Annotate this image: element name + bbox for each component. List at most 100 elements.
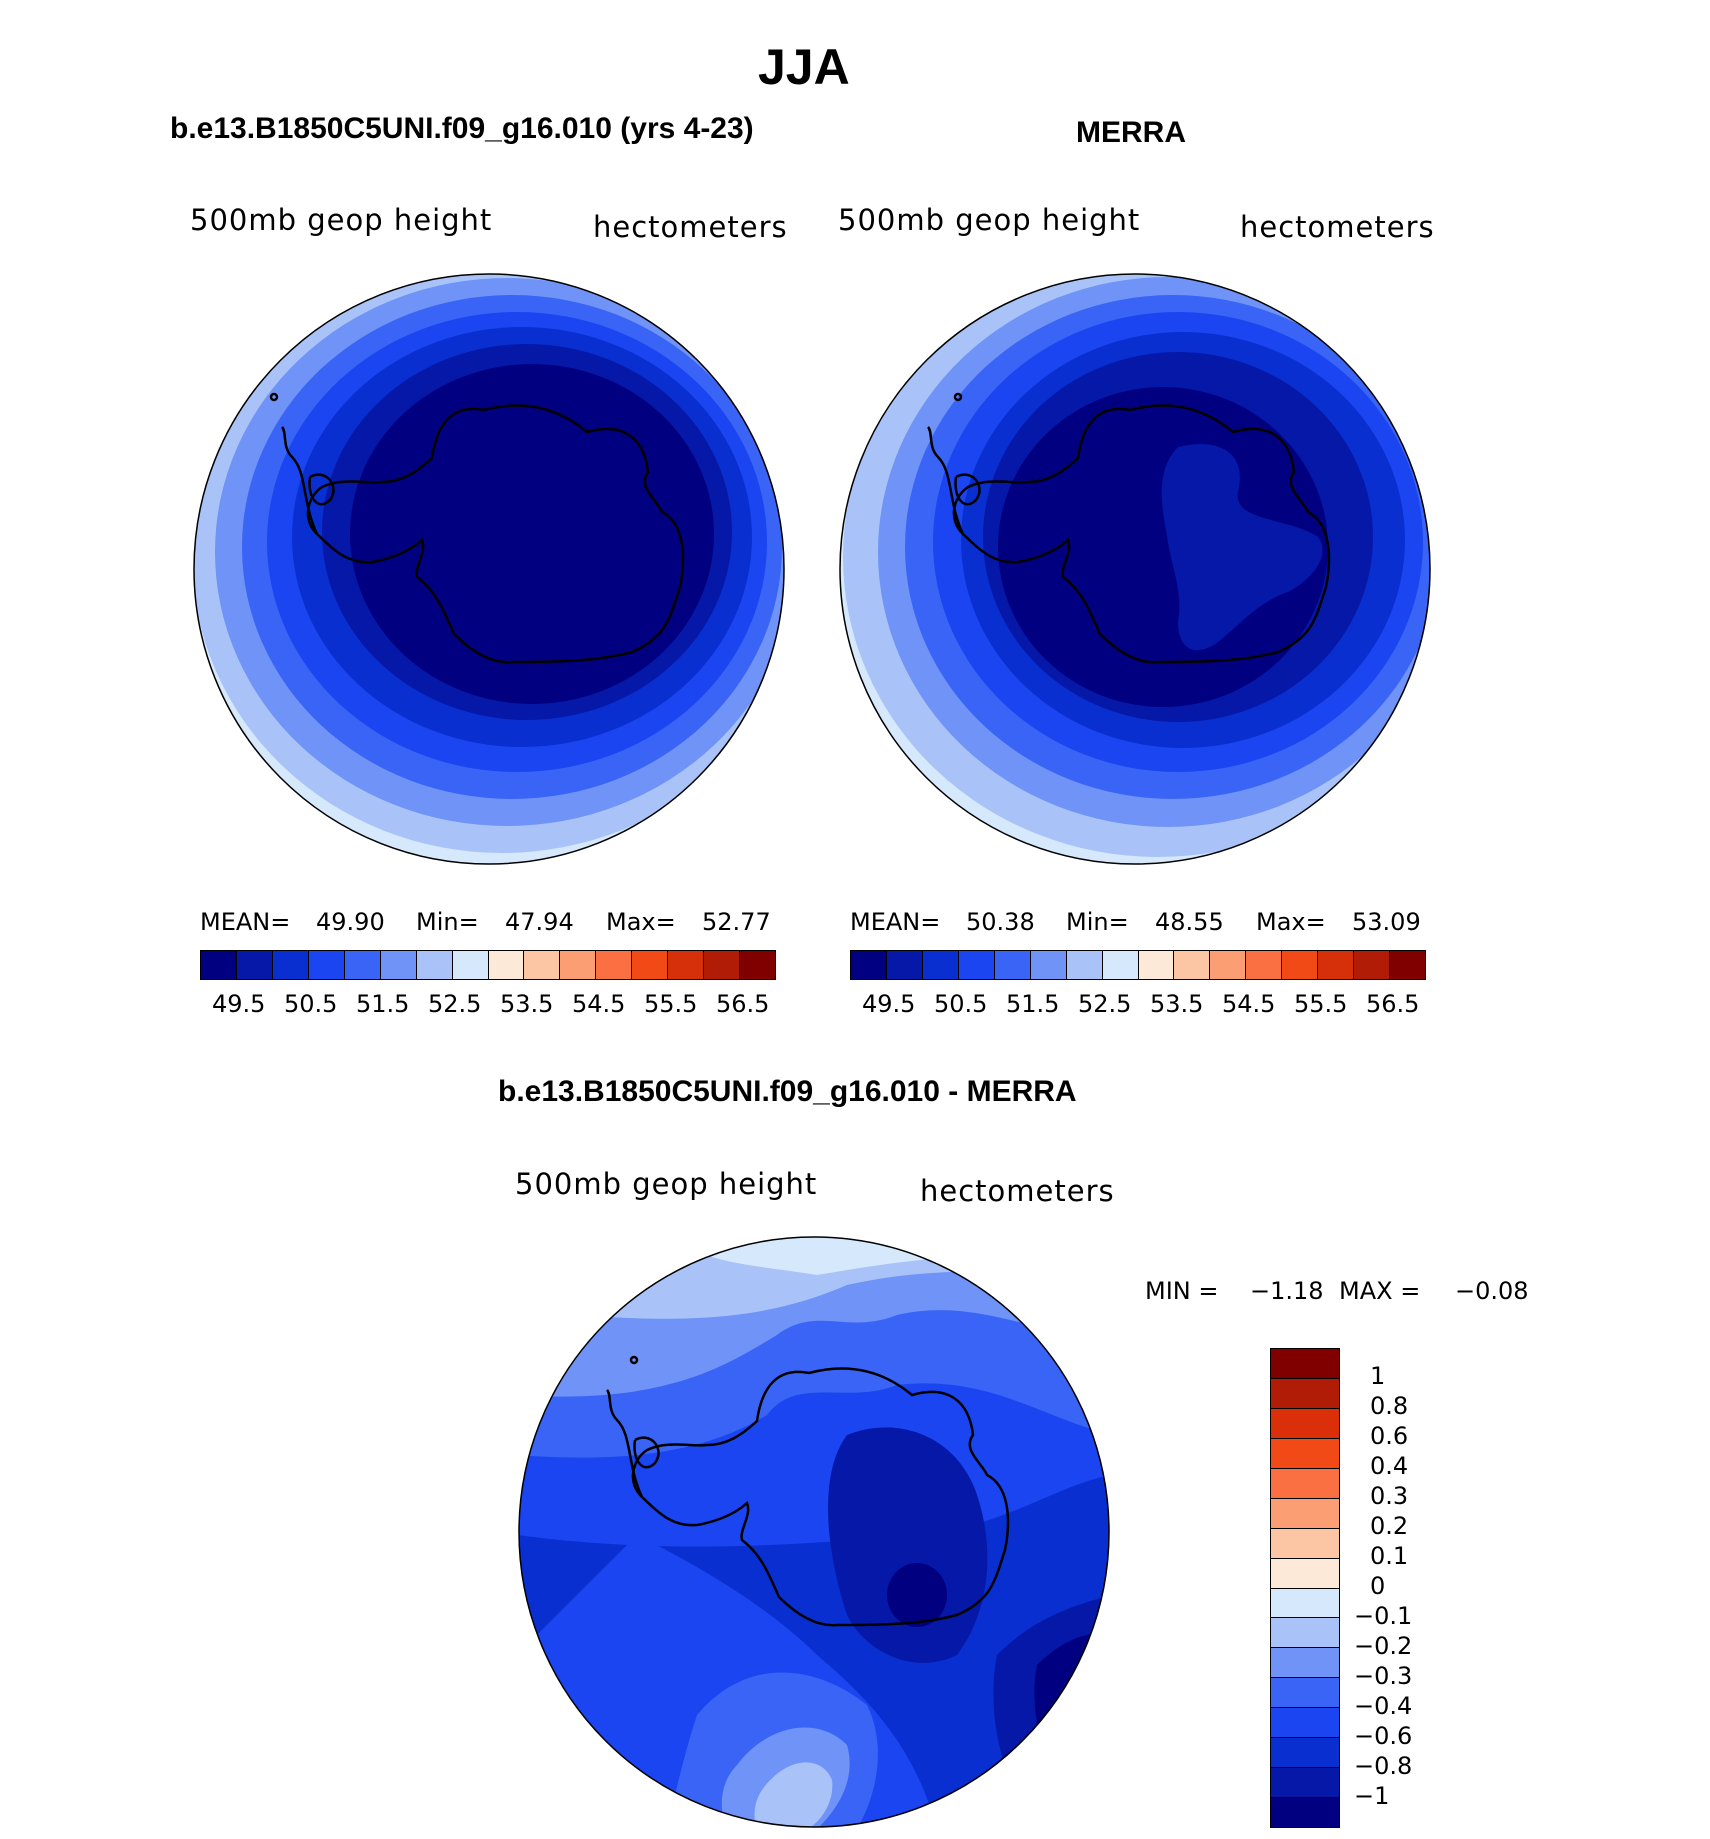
colorbar-tick-label: 0.1 (1370, 1542, 1409, 1570)
model-colorbar (200, 950, 776, 980)
colorbar-box (1271, 1468, 1339, 1499)
obs-panel-subtitle: MERRA (1076, 116, 1186, 149)
colorbar-tick-label: −0.1 (1354, 1602, 1413, 1630)
colorbar-box (668, 951, 705, 979)
colorbar-box (1210, 951, 1247, 979)
colorbar-box (1138, 951, 1175, 979)
colorbar-tick-label: 0.3 (1370, 1482, 1409, 1510)
colorbar-box (1246, 951, 1283, 979)
model-min-value: 47.94 (505, 908, 574, 936)
colorbar-tick-label: 55.5 (644, 990, 698, 1018)
colorbar-box (1271, 1438, 1339, 1469)
colorbar-tick-label: −0.8 (1354, 1752, 1413, 1780)
diff-colorbar (1270, 1348, 1340, 1828)
antarctica-coastline-icon (605, 1355, 1010, 1627)
colorbar-box (1271, 1408, 1339, 1439)
colorbar-box (1271, 1708, 1339, 1739)
diff-max-value: −0.08 (1455, 1277, 1529, 1305)
colorbar-tick-label: 52.5 (428, 990, 482, 1018)
colorbar-box (236, 951, 273, 979)
diff-units-label: hectometers (920, 1174, 1115, 1208)
colorbar-box (1271, 1678, 1339, 1709)
colorbar-tick-label: 50.5 (284, 990, 338, 1018)
colorbar-tick-label: −0.3 (1354, 1662, 1413, 1690)
diff-panel-subtitle: b.e13.B1850C5UNI.f09_g16.010 - MERRA (498, 1075, 1077, 1108)
colorbar-box (596, 951, 633, 979)
colorbar-tick-label: 52.5 (1078, 990, 1132, 1018)
diff-min-value: −1.18 (1250, 1277, 1324, 1305)
antarctica-coastline-icon (926, 392, 1331, 664)
model-min-label: Min= (416, 908, 479, 936)
colorbar-tick-label: −0.2 (1354, 1632, 1413, 1660)
colorbar-box (994, 951, 1031, 979)
colorbar-box (632, 951, 669, 979)
colorbar-box (886, 951, 923, 979)
model-max-value: 52.77 (702, 908, 771, 936)
diff-max-label: MAX = (1339, 1277, 1421, 1305)
colorbar-box (416, 951, 453, 979)
obs-map (839, 273, 1431, 865)
colorbar-box (488, 951, 525, 979)
colorbar-box (1271, 1378, 1339, 1409)
colorbar-tick-label: −0.6 (1354, 1722, 1413, 1750)
colorbar-tick-label: −1 (1354, 1782, 1390, 1810)
colorbar-box (560, 951, 597, 979)
colorbar-box (740, 951, 775, 979)
model-max-label: Max= (606, 908, 676, 936)
colorbar-box (1282, 951, 1319, 979)
obs-min-label: Min= (1066, 908, 1129, 936)
colorbar-tick-label: 1 (1370, 1362, 1386, 1390)
colorbar-box (922, 951, 959, 979)
colorbar-tick-label: 49.5 (862, 990, 916, 1018)
colorbar-box (1102, 951, 1139, 979)
colorbar-box (1318, 951, 1355, 979)
colorbar-box (1271, 1498, 1339, 1529)
colorbar-box (344, 951, 381, 979)
colorbar-tick-label: 50.5 (934, 990, 988, 1018)
antarctica-coastline-icon (269, 392, 685, 664)
colorbar-box (1390, 951, 1425, 979)
page-title: JJA (758, 39, 850, 95)
colorbar-tick-label: −0.4 (1354, 1692, 1413, 1720)
colorbar-tick-label: 0 (1370, 1572, 1386, 1600)
colorbar-tick-label: 0.6 (1370, 1422, 1409, 1450)
colorbar-box (1271, 1349, 1339, 1379)
model-field-label: 500mb geop height (190, 203, 493, 237)
colorbar-box (1271, 1648, 1339, 1679)
colorbar-box (704, 951, 741, 979)
diff-map (518, 1236, 1110, 1828)
model-panel-subtitle: b.e13.B1850C5UNI.f09_g16.010 (yrs 4-23) (170, 112, 754, 145)
obs-mean-label: MEAN= (850, 908, 941, 936)
colorbar-box (1271, 1798, 1339, 1827)
colorbar-box (380, 951, 417, 979)
colorbar-box (1271, 1588, 1339, 1619)
colorbar-box (308, 951, 345, 979)
model-mean-label: MEAN= (200, 908, 291, 936)
obs-max-value: 53.09 (1352, 908, 1421, 936)
colorbar-box (958, 951, 995, 979)
colorbar-tick-label: 0.2 (1370, 1512, 1409, 1540)
obs-units-label: hectometers (1240, 210, 1435, 244)
colorbar-tick-label: 53.5 (1150, 990, 1204, 1018)
obs-field-label: 500mb geop height (838, 203, 1141, 237)
diff-field-label: 500mb geop height (515, 1167, 818, 1201)
obs-max-label: Max= (1256, 908, 1326, 936)
colorbar-box (201, 951, 237, 979)
obs-min-value: 48.55 (1155, 908, 1224, 936)
colorbar-box (1271, 1558, 1339, 1589)
colorbar-box (272, 951, 309, 979)
colorbar-tick-label: 0.4 (1370, 1452, 1409, 1480)
colorbar-tick-label: 51.5 (356, 990, 410, 1018)
colorbar-tick-label: 56.5 (1366, 990, 1420, 1018)
colorbar-tick-label: 49.5 (212, 990, 266, 1018)
colorbar-tick-label: 53.5 (500, 990, 554, 1018)
colorbar-box (1271, 1768, 1339, 1799)
diff-min-label: MIN = (1145, 1277, 1219, 1305)
colorbar-box (1174, 951, 1211, 979)
colorbar-box (1354, 951, 1391, 979)
obs-mean-value: 50.38 (966, 908, 1035, 936)
colorbar-box (1271, 1738, 1339, 1769)
model-units-label: hectometers (593, 210, 788, 244)
model-mean-value: 49.90 (316, 908, 385, 936)
colorbar-box (452, 951, 489, 979)
